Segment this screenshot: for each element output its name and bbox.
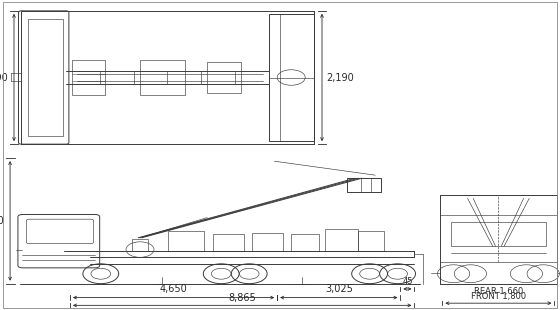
Bar	[207, 62, 241, 93]
Bar	[291, 234, 319, 251]
Text: FRONT 1,800: FRONT 1,800	[471, 292, 526, 301]
Text: REAR 1,660: REAR 1,660	[474, 287, 523, 296]
Bar	[140, 60, 185, 95]
Text: 2,190: 2,190	[0, 73, 8, 82]
Bar	[132, 239, 148, 251]
Text: 8,865: 8,865	[228, 293, 256, 303]
Bar	[451, 222, 546, 246]
Bar	[252, 232, 283, 251]
Bar	[168, 231, 204, 251]
Bar	[213, 234, 244, 251]
Bar	[347, 178, 381, 192]
Bar	[325, 229, 358, 251]
Bar	[358, 231, 384, 251]
Text: 45: 45	[402, 277, 413, 286]
Bar	[72, 60, 105, 95]
Text: 3,025: 3,025	[325, 284, 353, 294]
Text: 4,650: 4,650	[160, 284, 188, 294]
Bar	[28, 19, 63, 136]
Text: 3,260: 3,260	[0, 216, 4, 226]
Text: 2,190: 2,190	[326, 73, 354, 82]
Bar	[269, 14, 314, 141]
